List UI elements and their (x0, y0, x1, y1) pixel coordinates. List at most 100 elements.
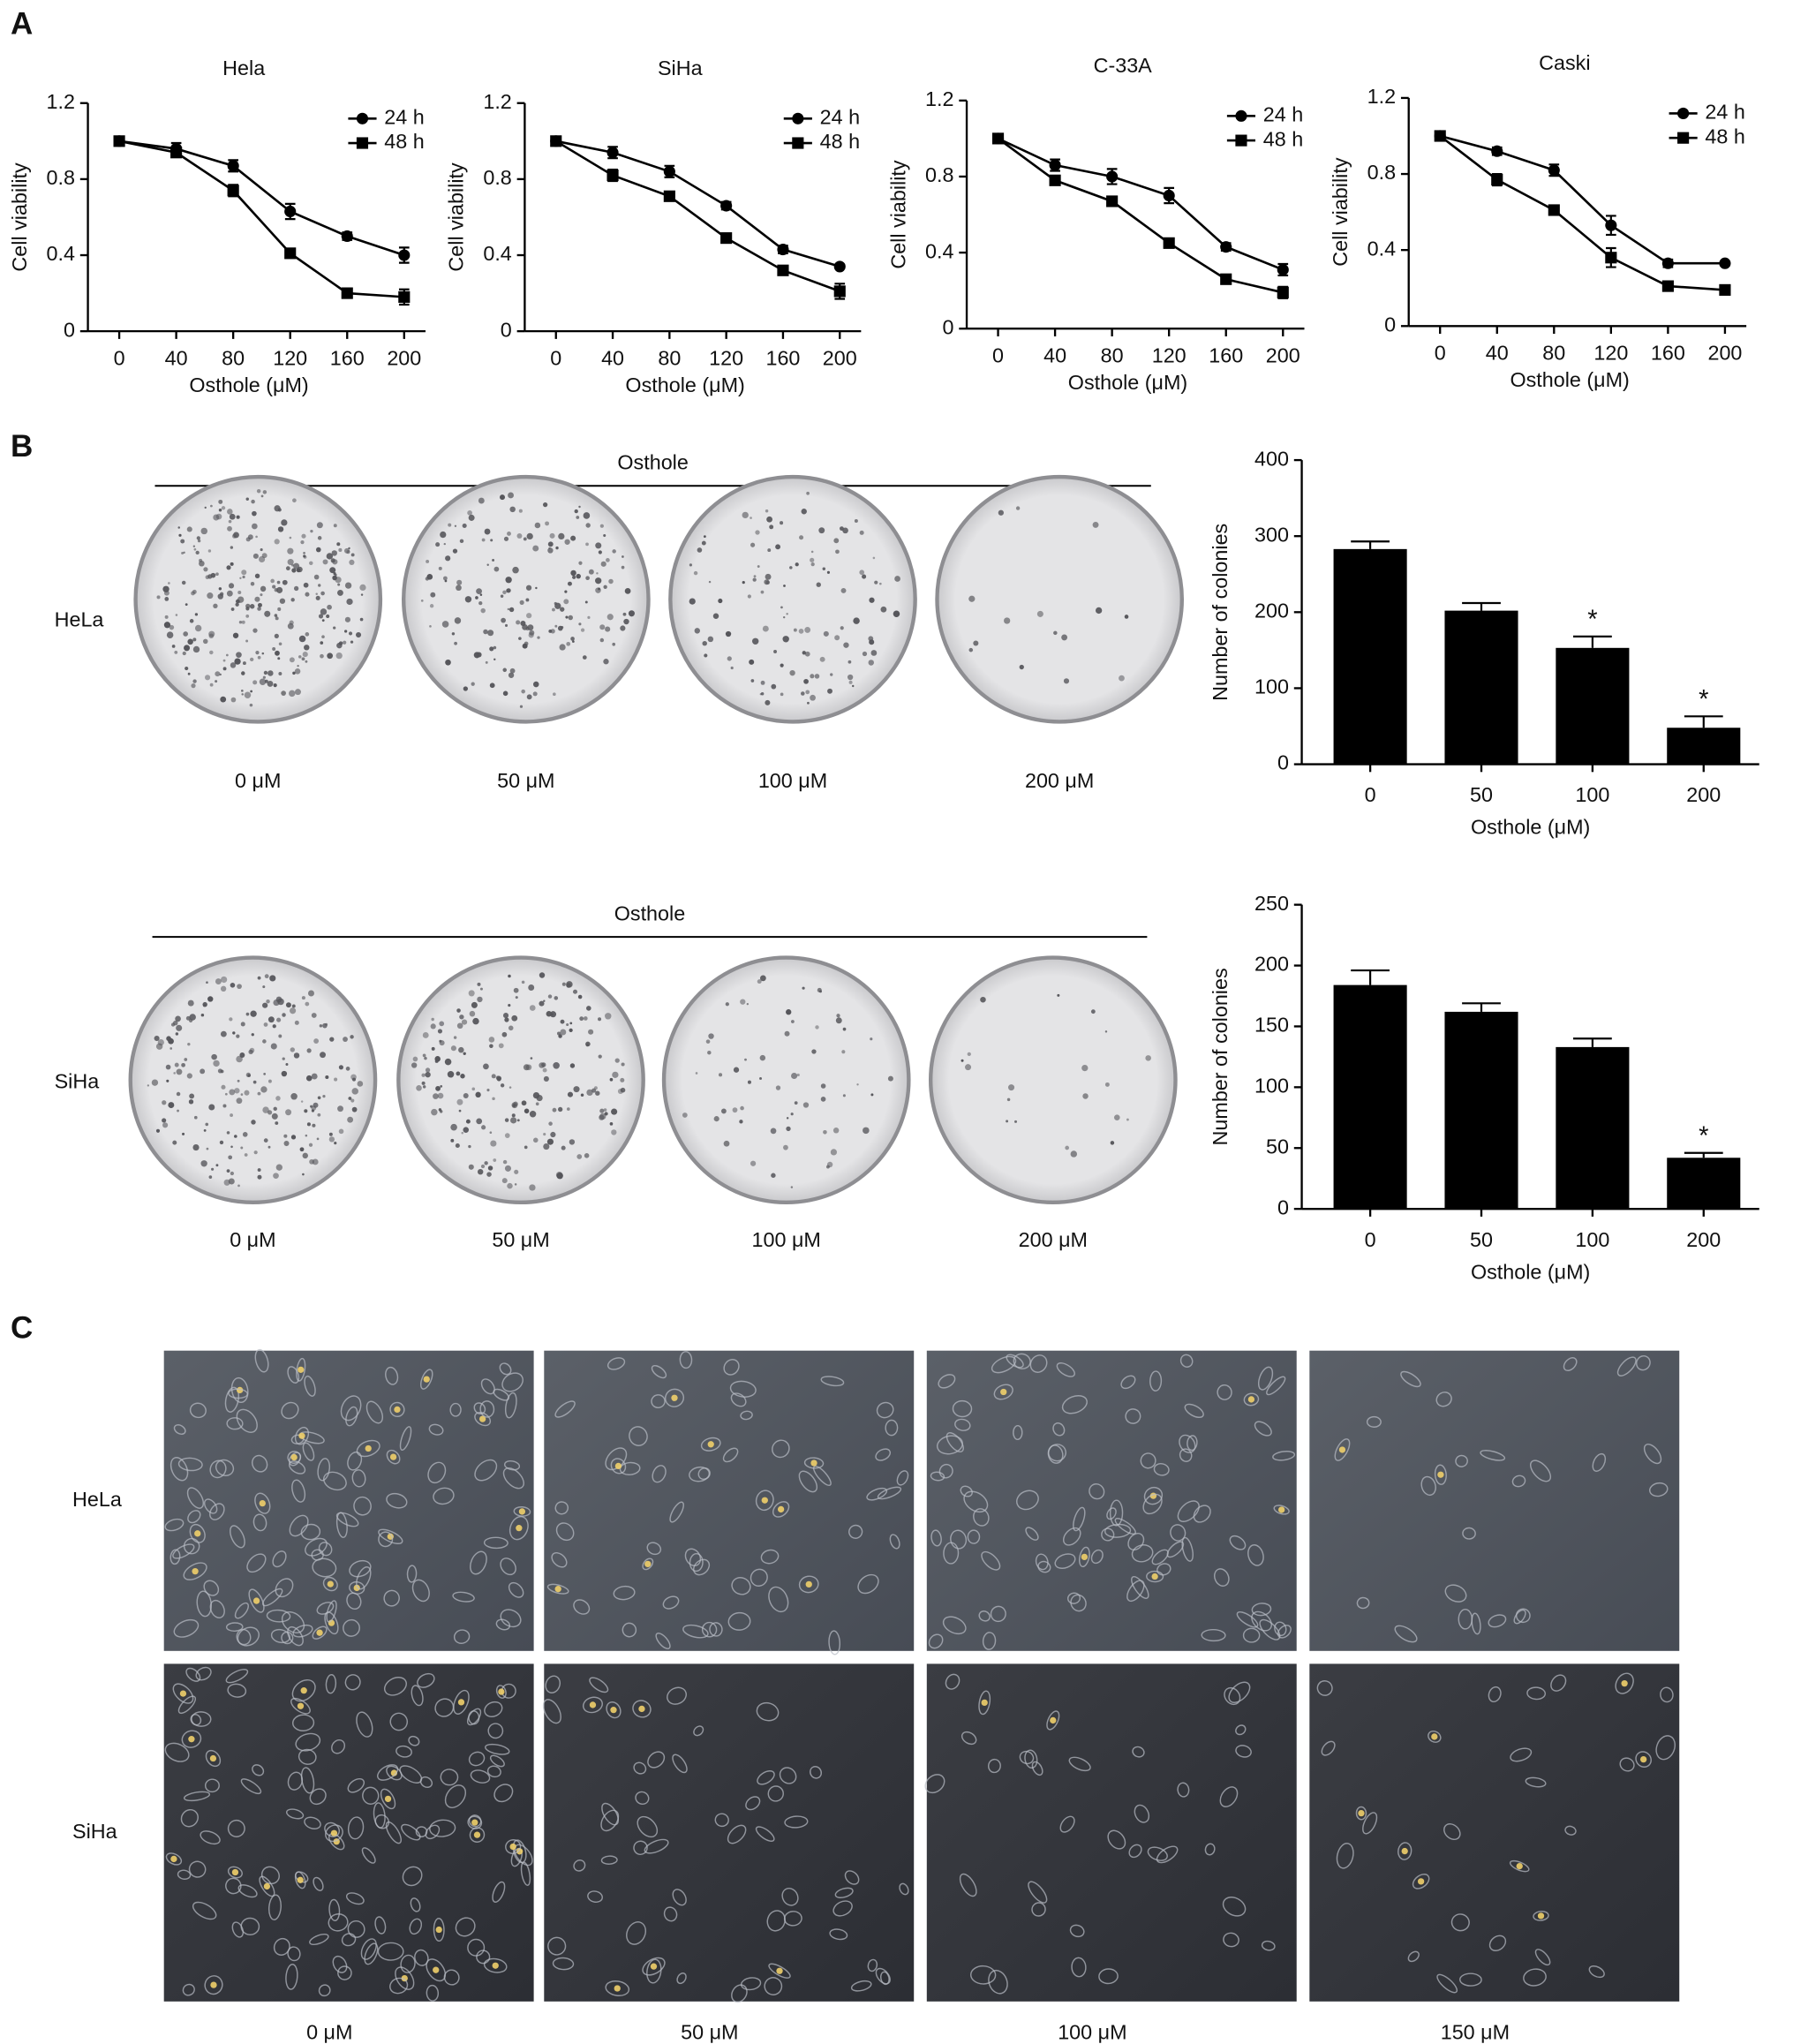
cell (727, 1824, 747, 1844)
cell (755, 1490, 774, 1512)
cell (291, 1479, 306, 1503)
colony-dot (603, 585, 607, 589)
x-axis-label: Osthole (μM) (1068, 371, 1187, 394)
cell (1107, 1829, 1126, 1850)
cell (466, 1708, 482, 1726)
cell (483, 1536, 509, 1550)
colony-dot (740, 999, 746, 1005)
colony-dot (213, 1060, 220, 1067)
cell (1443, 1823, 1461, 1841)
colony-dot (553, 692, 556, 697)
colony-dot (526, 694, 532, 700)
cell (227, 1683, 247, 1698)
cell (978, 1690, 991, 1716)
colony-dot (623, 618, 629, 625)
cell (952, 1399, 973, 1418)
colony-dot (321, 619, 325, 622)
colony-dot (430, 592, 436, 598)
cell (731, 1577, 751, 1595)
colony-dot (508, 672, 515, 678)
colony-dot (290, 1007, 297, 1014)
colony-dot (328, 1132, 333, 1136)
colony-dot (481, 538, 486, 542)
cell (331, 1739, 346, 1754)
marker (1548, 204, 1560, 216)
cell (183, 1791, 211, 1802)
y-axis-label: Number of colonies (1209, 968, 1232, 1145)
colony-dot (501, 617, 506, 623)
colony-dot (176, 1024, 183, 1031)
colony-dot (454, 641, 457, 645)
colony-dot (612, 642, 616, 646)
cell (444, 1784, 467, 1808)
colony-dot (588, 569, 594, 575)
series-line (1439, 134, 1725, 265)
cell (1355, 1806, 1367, 1821)
colony-dot (456, 1022, 463, 1030)
colony-dot (296, 568, 301, 573)
colony-dot (270, 1043, 277, 1050)
cell (1272, 1451, 1296, 1461)
x-tick-label: 120 (1152, 343, 1187, 366)
colony-dot (422, 1053, 426, 1058)
bright-cell (300, 1687, 307, 1694)
dish (668, 474, 917, 724)
cell (1098, 1968, 1119, 1985)
marker (1661, 257, 1674, 269)
cell (513, 1505, 531, 1517)
colony-dot (578, 505, 581, 509)
colony-dot (872, 556, 876, 560)
colony-dot (796, 1073, 800, 1077)
cell (1069, 1924, 1085, 1938)
colony-dot (496, 1076, 501, 1082)
cell (1564, 1825, 1577, 1836)
cell (470, 1769, 491, 1784)
bright-cell (365, 1444, 372, 1452)
cell (637, 1815, 659, 1838)
cell (547, 1936, 567, 1956)
colony-dot (226, 1169, 230, 1173)
significance-mark: * (1699, 686, 1708, 714)
cell (1316, 1680, 1333, 1696)
colony-dot (483, 629, 488, 635)
colony-dot (311, 1013, 317, 1018)
error-bar (1462, 1002, 1501, 1012)
colony-dot (192, 545, 196, 547)
cell (266, 1609, 291, 1623)
colony-dot (762, 625, 769, 632)
dish-plate (928, 955, 1178, 1205)
cell (252, 1513, 267, 1532)
y-tick-label: 1.2 (47, 90, 75, 113)
colony-dot (262, 1002, 268, 1008)
colony-dot (843, 642, 849, 648)
cell (546, 1583, 569, 1595)
cell (1643, 1444, 1662, 1465)
colony-dot (277, 657, 281, 660)
colony-dot (170, 1047, 173, 1050)
bright-cell (671, 1394, 678, 1401)
bright-cell (644, 1560, 652, 1568)
colony-dot (245, 639, 249, 643)
cell (1056, 1362, 1075, 1377)
colony-dot (292, 498, 297, 503)
cell (226, 1417, 244, 1430)
cell (1090, 1549, 1104, 1565)
cell (209, 1599, 225, 1618)
cell (647, 1751, 666, 1769)
cell (930, 1471, 945, 1482)
colony-dot (606, 558, 610, 562)
bright-cell (498, 1688, 505, 1695)
x-tick-label: 40 (1043, 343, 1066, 366)
colony-dot (185, 1015, 191, 1021)
colony-dot (264, 679, 268, 683)
colony-dot (236, 1097, 243, 1105)
cell (1254, 1421, 1272, 1437)
bright-cell (433, 1966, 440, 1973)
colony-dot (475, 596, 478, 600)
colony-dot (209, 683, 214, 687)
cell (455, 1917, 476, 1937)
marker (1491, 173, 1503, 186)
bright-cell (259, 1499, 266, 1507)
bright-cell (650, 1963, 658, 1970)
colony-dot (194, 613, 199, 616)
